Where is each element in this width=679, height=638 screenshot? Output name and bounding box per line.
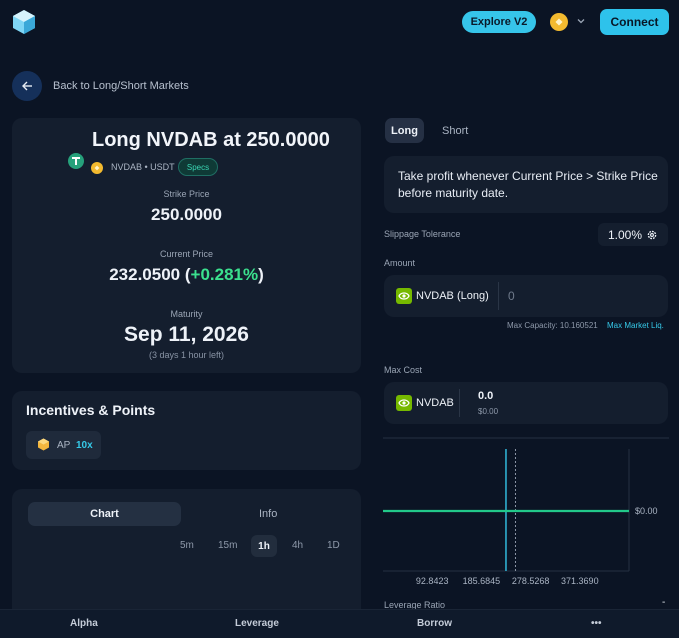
nav-borrow[interactable]: Borrow	[417, 618, 452, 629]
side-long-button[interactable]: Long	[385, 118, 424, 143]
back-link-label[interactable]: Back to Long/Short Markets	[53, 80, 189, 92]
x-tick-label-0: 92.8423	[416, 576, 449, 586]
time-left: (3 days 1 hour left)	[148, 350, 225, 360]
gear-icon	[647, 230, 657, 239]
current-price-change: +0.281%	[190, 265, 259, 284]
timeframe-5m[interactable]: 5m	[180, 540, 194, 551]
strategy-description-card	[384, 156, 668, 213]
slippage-setting-button[interactable]: 1.00%	[598, 223, 668, 246]
cost-token-label: NVDAB	[416, 397, 454, 409]
timeframe-4h[interactable]: 4h	[292, 540, 304, 551]
bnb-token-icon	[91, 162, 103, 174]
x-tick-label-2: 278.5268	[512, 576, 550, 586]
x-tick-label-1: 185.6845	[463, 576, 501, 586]
tether-icon	[68, 153, 84, 169]
leverage-label: Leverage Ratio	[384, 600, 446, 610]
tab-info[interactable]: Info	[259, 508, 278, 520]
nav-alpha[interactable]: Alpha	[70, 618, 98, 629]
arrow-left-icon	[22, 81, 32, 91]
x-tick-label-3: 371.3690	[561, 576, 599, 586]
amount-label: Amount	[384, 258, 416, 268]
nav-more[interactable]: •••	[591, 618, 602, 629]
cost-divider	[459, 389, 460, 417]
payoff-chart: $0.00 92.8423 185.6845 278.5268 371.3690	[383, 437, 669, 586]
current-price-label: Current Price	[159, 249, 213, 259]
slippage-label: Slippage Tolerance	[384, 229, 461, 239]
amount-input[interactable]	[508, 283, 658, 309]
timeframe-1d[interactable]: 1D	[327, 540, 340, 551]
nvidia-token-icon	[396, 288, 412, 304]
tab-chart[interactable]: Chart	[28, 502, 181, 526]
specs-button[interactable]: Specs	[178, 158, 218, 176]
back-button[interactable]	[12, 71, 42, 101]
hexagon-points-icon	[38, 438, 49, 451]
max-market-liq-link[interactable]: Max Market Liq.	[607, 321, 664, 330]
max-cost-label: Max Cost	[384, 365, 423, 375]
timeframe-1h[interactable]: 1h	[251, 535, 277, 557]
amount-divider	[498, 282, 499, 310]
y-axis-label: $0.00	[635, 506, 658, 516]
ap-multiplier: 10x	[76, 440, 93, 451]
app-logo-icon[interactable]	[12, 9, 36, 35]
max-cost-field	[384, 382, 668, 424]
current-price-number: 232.0500	[109, 265, 181, 284]
strike-price-label: Strike Price	[163, 189, 210, 199]
nav-leverage[interactable]: Leverage	[235, 618, 279, 629]
market-title: Long NVDAB at 250.0000	[92, 129, 330, 151]
connect-button[interactable]: Connect	[600, 9, 669, 35]
explore-v2-button[interactable]: Explore V2	[462, 11, 536, 33]
strategy-description: Take profit whenever Current Price > Str…	[398, 169, 658, 200]
amount-token-label: NVDAB (Long)	[416, 290, 489, 302]
max-cost-usd: $0.00	[478, 407, 499, 416]
maturity-label: Maturity	[170, 309, 203, 319]
chevron-down-icon[interactable]	[576, 16, 586, 26]
nvidia-token-icon	[396, 395, 412, 411]
bottom-nav	[0, 609, 679, 638]
max-capacity: Max Capacity: 10.160521	[507, 321, 598, 330]
leverage-value: -	[662, 597, 666, 608]
side-short-button[interactable]: Short	[442, 125, 469, 137]
maturity-date: Sep 11, 2026	[124, 323, 249, 346]
incentives-title: Incentives & Points	[26, 402, 156, 418]
slippage-value: 1.00%	[607, 227, 643, 242]
max-cost-value: 0.0	[478, 390, 494, 402]
timeframe-15m[interactable]: 15m	[218, 540, 238, 551]
ap-label: AP	[57, 440, 71, 451]
current-price-value: 232.0500 (+0.281%)	[109, 265, 264, 284]
strike-price-value: 250.0000	[151, 205, 222, 224]
bnb-chain-icon[interactable]	[550, 13, 568, 31]
market-pair: NVDAB • USDT	[111, 162, 175, 172]
